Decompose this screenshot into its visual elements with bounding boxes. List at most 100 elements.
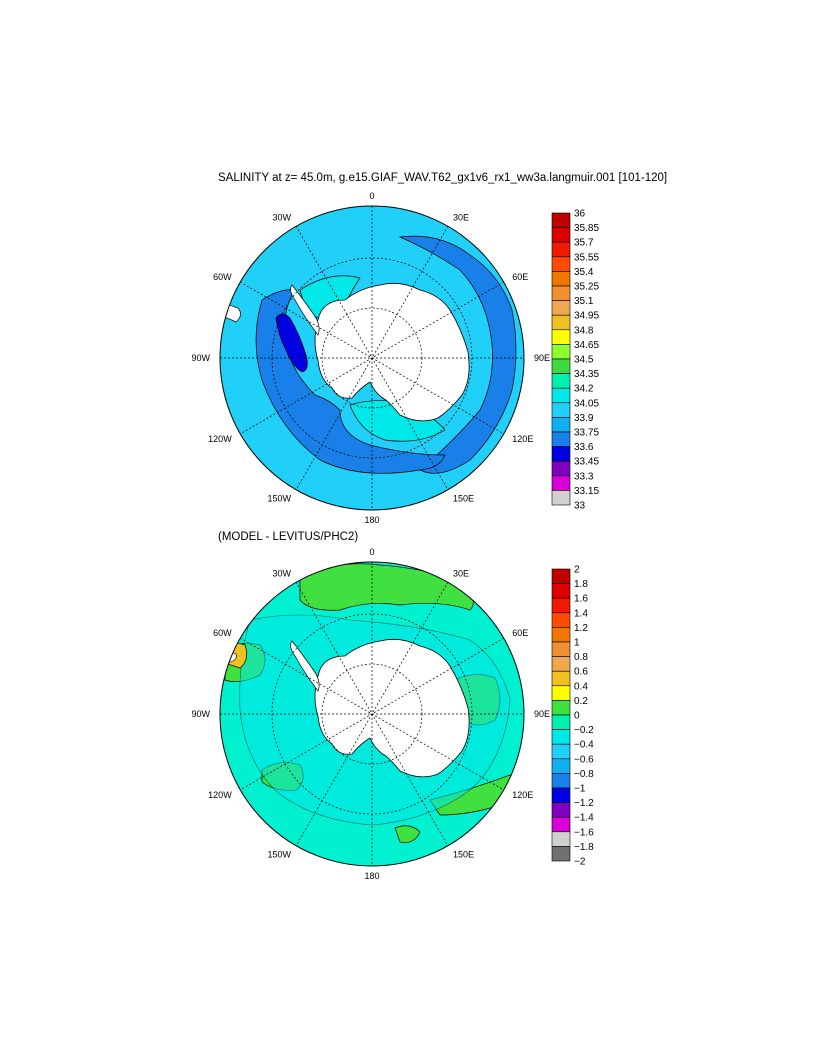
colorbar-tick-label: −1: [574, 784, 586, 795]
colorbar-tick-label: −2: [574, 857, 586, 868]
colorbar-swatch: [551, 387, 571, 404]
colorbar-tick-label: 35.7: [574, 238, 594, 249]
lon-label: 150W: [267, 849, 291, 859]
colorbar-swatch: [551, 846, 571, 862]
colorbar-swatch: [551, 241, 571, 258]
colorbar-swatch: [551, 227, 571, 243]
colorbar-swatch: [551, 256, 571, 272]
colorbar-tick-label: 35.85: [574, 223, 599, 234]
panel2-longitude-labels: 0 30E 60E 90E 120E 150E 180 150W 120W 90W 60W 30W: [191, 547, 550, 881]
colorbar-tick-label: 33: [574, 501, 586, 512]
colorbar-tick-label: 1: [574, 638, 580, 649]
panel1-longitude-labels: 0 30E 60E 90E 120E 150E 180 150W 120W 90W 60W 30W: [191, 191, 550, 525]
colorbar-swatch: [551, 670, 571, 687]
lon-label: 60W: [213, 272, 232, 282]
colorbar-tick-label: 0: [574, 711, 580, 722]
panel1-map-border: [219, 205, 525, 511]
colorbar-tick-label: 35.4: [574, 267, 594, 278]
colorbar-swatch: [551, 285, 571, 301]
panel1-colorbar: 36 35.85 35.7 35.55 35.4 35.25 35.1 34.95 34.8 34…: [551, 209, 599, 512]
colorbar-tick-label: 36: [574, 209, 586, 220]
lon-label: 90E: [534, 709, 550, 719]
colorbar-swatch: [551, 314, 571, 331]
panel2-peninsula: [290, 640, 320, 692]
colorbar-tick-label: 34.65: [574, 340, 599, 351]
colorbar-swatch: [551, 329, 571, 345]
panel1-antarctica: [314, 282, 470, 422]
lon-label: 150W: [267, 493, 291, 503]
panel2-south-america-land: [220, 651, 237, 663]
colorbar-tick-label: 33.6: [574, 442, 594, 453]
colorbar-tick-label: −0.6: [574, 754, 594, 765]
colorbar-tick-label: 1.8: [574, 579, 588, 590]
colorbar-tick-label: 34.8: [574, 325, 594, 336]
lon-label: 120W: [208, 434, 232, 444]
colorbar-tick-label: 1.2: [574, 623, 588, 634]
lon-label: 150E: [453, 849, 474, 859]
lon-label: 90E: [534, 353, 550, 363]
colorbar-swatch: [551, 802, 571, 818]
colorbar-tick-label: −1.4: [574, 813, 594, 824]
colorbar-tick-label: 0.2: [574, 696, 588, 707]
panel2-graticule: [220, 562, 524, 866]
lon-label: 150E: [453, 493, 474, 503]
lon-label: 120W: [208, 790, 232, 800]
panel1-peninsula: [290, 284, 320, 336]
panel2-title: (MODEL - LEVITUS/PHC2): [218, 531, 359, 543]
panel1-title: SALINITY at z= 45.0m, g.e15.GIAF_WAV.T62…: [218, 172, 668, 184]
colorbar-swatch: [551, 743, 571, 760]
lon-label: 30E: [453, 569, 469, 579]
colorbar-swatch: [551, 271, 571, 287]
colorbar-tick-label: 34.2: [574, 384, 594, 395]
colorbar-swatch: [551, 475, 571, 491]
colorbar-swatch: [551, 460, 571, 477]
colorbar-tick-label: 35.55: [574, 252, 599, 263]
colorbar-tick-label: 34.5: [574, 355, 594, 366]
panel2-antarctica: [314, 638, 470, 778]
colorbar-tick-label: 34.95: [574, 311, 599, 322]
panel1-darkest-patch: [275, 313, 308, 373]
colorbar-tick-label: 0.8: [574, 652, 588, 663]
colorbar-swatch: [551, 685, 571, 701]
colorbar-tick-label: −0.8: [574, 769, 594, 780]
colorbar-tick-label: 35.1: [574, 296, 594, 307]
panel1-graticule: [220, 206, 524, 510]
colorbar-swatch: [551, 831, 571, 847]
colorbar-tick-label: 35.25: [574, 282, 599, 293]
colorbar-tick-label: 33.9: [574, 413, 594, 424]
colorbar-swatch: [551, 627, 571, 643]
colorbar-swatch: [551, 344, 571, 360]
colorbar-tick-label: −0.4: [574, 740, 594, 751]
colorbar-swatch: [551, 758, 571, 774]
panel2-north-green: [299, 563, 474, 611]
panel1-map: [219, 205, 525, 511]
panel2-colorbar: 2 1.8 1.6 1.4 1.2 1 0.8 0.6 0.4 0.2 0 −0.2 −0.4 −0.6 −…: [551, 565, 594, 868]
colorbar-swatch: [551, 300, 571, 316]
lon-label: 0: [369, 191, 374, 201]
colorbar-tick-label: 34.35: [574, 369, 599, 380]
lon-label: 180: [364, 515, 379, 525]
lon-label: 60E: [512, 628, 528, 638]
lon-label: 30W: [272, 213, 291, 223]
panel2-map: [219, 561, 525, 867]
colorbar-tick-label: 1.6: [574, 594, 588, 605]
colorbar-tick-label: −0.2: [574, 725, 594, 736]
colorbar-tick-label: 33.75: [574, 428, 599, 439]
colorbar-swatch: [551, 612, 571, 628]
panel1-acc-east: [398, 235, 517, 474]
panel2-south-green: [394, 825, 421, 843]
panel2-map-border: [219, 561, 525, 867]
colorbar-swatch: [551, 568, 571, 584]
colorbar-swatch: [551, 490, 571, 506]
lon-label: 60E: [512, 272, 528, 282]
colorbar-swatch: [551, 714, 571, 730]
colorbar-swatch: [551, 597, 571, 614]
colorbar-tick-label: 33.45: [574, 457, 599, 468]
colorbar-swatch: [551, 729, 571, 745]
lon-label: 90W: [191, 353, 210, 363]
colorbar-swatch: [551, 446, 571, 462]
lon-label: 30W: [272, 569, 291, 579]
colorbar-swatch: [551, 641, 571, 657]
lon-label: 0: [369, 547, 374, 557]
